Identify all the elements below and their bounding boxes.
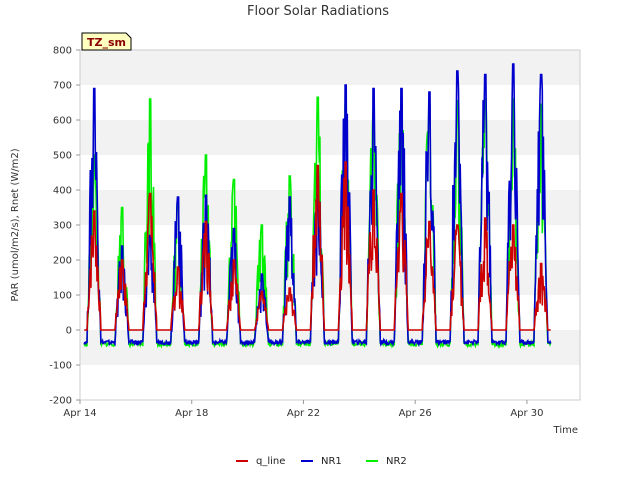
x-tick-label: Apr 14	[63, 408, 96, 419]
badge-box	[81, 32, 132, 51]
y-tick-label: 200	[53, 256, 72, 267]
x-tick-label: Apr 26	[399, 408, 432, 419]
chart-title: Floor Solar Radiations	[247, 4, 389, 19]
legend-label: NR2	[386, 456, 407, 467]
y-axis: -200 -100 0 100 200 300 400 500 600 700 800	[49, 46, 80, 407]
series-group	[83, 63, 552, 350]
band-4	[80, 50, 580, 85]
y-tick-label: -200	[49, 396, 72, 407]
band-2	[80, 190, 580, 225]
band-1	[80, 260, 580, 295]
band-0	[80, 330, 580, 365]
legend: q_line NR1 NR2	[236, 456, 407, 467]
badge-label: TZ_sm	[87, 36, 126, 49]
y-tick-label: 0	[66, 326, 72, 337]
badge: TZ_sm	[81, 32, 132, 51]
y-tick-label: 300	[53, 221, 72, 232]
y-tick-label: 100	[53, 291, 72, 302]
x-axis: Apr 14 Apr 18 Apr 22 Apr 26 Apr 30	[63, 400, 544, 419]
y-axis-title: PAR (umol/m2/s), Rnet (W/m2)	[10, 148, 21, 301]
y-tick-label: 800	[53, 46, 72, 57]
y-tick-label: 700	[53, 81, 72, 92]
band-3	[80, 120, 580, 155]
y-tick-label: 600	[53, 116, 72, 127]
x-tick-label: Apr 22	[287, 408, 320, 419]
x-axis-title: Time	[553, 425, 578, 436]
legend-label: NR1	[321, 456, 342, 467]
legend-label: q_line	[256, 456, 285, 467]
x-tick-label: Apr 30	[510, 408, 543, 419]
series-line-q-line	[84, 161, 551, 331]
background-bands	[80, 50, 580, 365]
y-tick-label: 400	[53, 186, 72, 197]
y-tick-label: -100	[49, 361, 72, 372]
y-tick-label: 500	[53, 151, 72, 162]
x-tick-label: Apr 18	[175, 408, 208, 419]
